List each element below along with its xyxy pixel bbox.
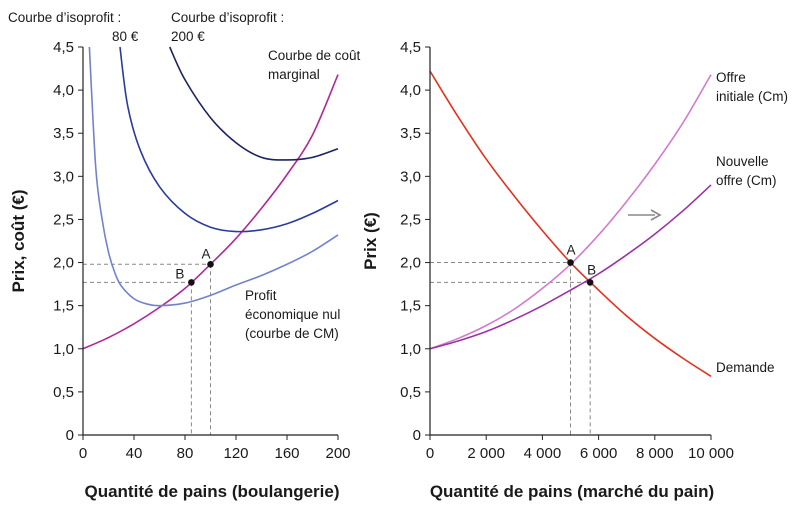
right-guide-lines [430, 262, 591, 435]
left-point-A [207, 260, 214, 268]
left-mc-label-line1: Courbe de coût [268, 48, 361, 63]
right-x-tick-label: 8 000 [636, 445, 674, 462]
left-series-iso200-line [168, 46, 339, 161]
left-chart: 0 0,5 1,0 1,5 2,0 2,5 3,0 3,5 4,0 4,5 0 40 80 120 160 2… [8, 10, 361, 501]
right-y-tick-label: 3,0 [400, 168, 421, 185]
left-y-tick-label: 2,5 [53, 211, 74, 228]
right-y-tick-label: 2,0 [400, 255, 421, 272]
left-x-tick-label: 80 [177, 445, 194, 462]
right-y-tick-label: 0,5 [400, 384, 421, 401]
left-avgcost-label-line2: économique nul [245, 307, 340, 322]
left-axes [82, 47, 338, 436]
right-y-tick-label: 1,5 [400, 298, 421, 315]
right-point-B [586, 279, 594, 286]
left-point-B [188, 279, 195, 286]
right-y-tick-label: 4,0 [400, 82, 421, 99]
left-iso80-value: 80 € [112, 29, 139, 44]
left-iso80-title: Courbe d’isoprofit : [8, 10, 121, 25]
left-y-tick-label: 0,5 [53, 384, 74, 401]
left-y-tick-label: 3,5 [53, 125, 74, 142]
right-points: AB [567, 243, 596, 286]
right-y-tick-label: 2,5 [400, 211, 421, 228]
right-series-lines [429, 70, 712, 378]
left-y-tick-label: 1,0 [53, 341, 74, 358]
right-x-tick-label: 10 000 [688, 445, 734, 462]
left-series-avgcost-line [88, 46, 339, 307]
left-y-tick-label: 0 [66, 427, 74, 444]
right-x-tick-label: 0 [426, 445, 434, 462]
right-series-supply_new-line [429, 184, 712, 350]
right-chart: 0 0,5 1,0 1,5 2,0 2,5 3,0 3,5 4,0 4,5 0 2 000 4 000 6… [361, 39, 788, 501]
left-iso200-value: 200 € [171, 29, 205, 44]
right-x-tick-label: 2 000 [467, 445, 505, 462]
right-y-axis-title: Prix (€) [361, 212, 380, 270]
left-iso200-title: Courbe d’isoprofit : [171, 10, 284, 25]
right-demand-label: Demande [716, 360, 775, 375]
left-x-axis-title: Quantité de pains (boulangerie) [84, 482, 339, 501]
left-y-tick-label: 2,0 [53, 255, 74, 272]
left-y-axis-title: Prix, coût (€) [9, 190, 28, 293]
right-supply-new-label-line1: Nouvelle [716, 154, 769, 169]
left-series-lines [82, 46, 339, 350]
left-y-tick-label: 3,0 [53, 168, 74, 185]
left-point-label-B: B [175, 266, 184, 281]
right-supply-initial-label-line2: initiale (Cm) [716, 89, 788, 104]
left-avgcost-label-line1: Profit [245, 288, 277, 303]
left-series-iso80-line [119, 46, 339, 233]
right-y-tick-label: 0 [413, 427, 421, 444]
right-y-tick-label: 4,5 [400, 39, 421, 56]
right-y-tick-label: 3,5 [400, 125, 421, 142]
right-axes [429, 47, 711, 436]
left-x-tick-label: 0 [79, 445, 87, 462]
right-x-axis-title: Quantité de pains (marché du pain) [430, 482, 714, 501]
right-point-label-B: B [587, 262, 596, 277]
left-mc-label-line2: marginal [268, 67, 320, 82]
right-supply-initial-label-line1: Offre [716, 70, 746, 85]
right-x-tick-label: 6 000 [580, 445, 618, 462]
right-point-A [567, 259, 574, 266]
right-x-tick-label: 4 000 [524, 445, 562, 462]
left-x-tick-label: 40 [126, 445, 143, 462]
left-y-tick-label: 1,5 [53, 298, 74, 315]
left-ticks: 0 0,5 1,0 1,5 2,0 2,5 3,0 3,5 4,0 4,5 0 40 80 120 160 2… [53, 39, 350, 462]
left-y-tick-label: 4,0 [53, 82, 74, 99]
left-point-label-A: A [202, 246, 211, 261]
left-x-tick-label: 160 [274, 445, 299, 462]
right-point-label-A: A [567, 243, 576, 258]
left-y-tick-label: 4,5 [53, 39, 74, 56]
left-x-tick-label: 200 [325, 445, 350, 462]
right-y-tick-label: 1,0 [400, 341, 421, 358]
left-guide-lines [83, 263, 211, 435]
left-x-tick-label: 120 [223, 445, 248, 462]
right-supply-new-label-line2: offre (Cm) [716, 173, 777, 188]
right-ticks: 0 0,5 1,0 1,5 2,0 2,5 3,0 3,5 4,0 4,5 0 2 000 4 000 6… [400, 39, 734, 462]
supply-shift-arrow [628, 209, 662, 221]
left-points: AB [175, 246, 214, 286]
left-avgcost-label-line3: (courbe de CM) [245, 326, 339, 341]
